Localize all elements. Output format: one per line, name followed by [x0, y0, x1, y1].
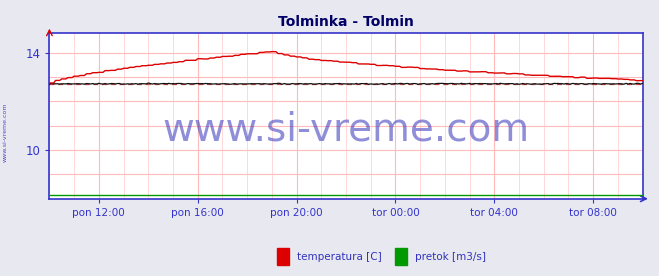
Text: www.si-vreme.com: www.si-vreme.com — [162, 110, 530, 148]
Text: temperatura [C]: temperatura [C] — [297, 252, 382, 262]
Text: www.si-vreme.com: www.si-vreme.com — [3, 103, 8, 162]
Title: Tolminka - Tolmin: Tolminka - Tolmin — [278, 15, 414, 29]
Text: pretok [m3/s]: pretok [m3/s] — [415, 252, 486, 262]
